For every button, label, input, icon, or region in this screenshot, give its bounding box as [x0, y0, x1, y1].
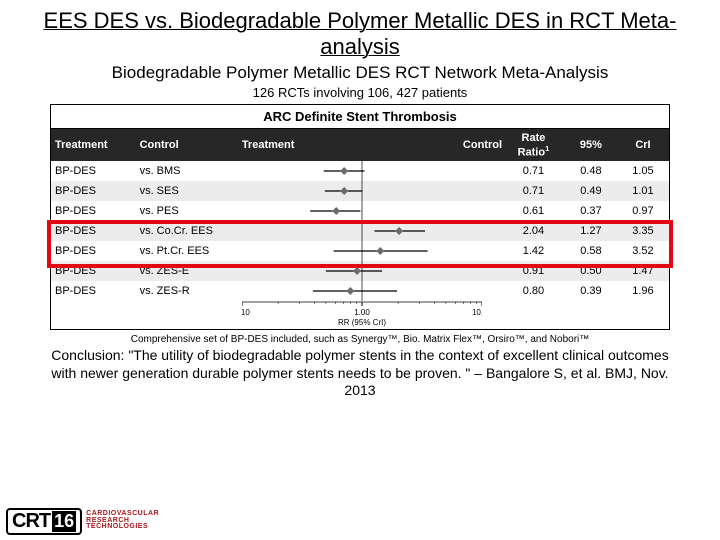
- col-plot: Treatment Control: [242, 129, 502, 162]
- col-ratio: Rate Ratio1: [502, 129, 565, 162]
- cell-plot: [242, 221, 502, 241]
- cell-ratio: 0.80: [502, 281, 565, 301]
- cell-control: vs. ZES-E: [136, 261, 242, 281]
- cell-ratio: 0.71: [502, 161, 565, 181]
- svg-text:RR (95% CrI): RR (95% CrI): [338, 318, 386, 327]
- forest-plot-container: ARC Definite Stent Thrombosis Treatment …: [50, 104, 670, 331]
- plot-left-label: Treatment: [242, 139, 295, 151]
- cell-lo: 0.37: [565, 201, 617, 221]
- cell-treatment: BP-DES: [51, 241, 136, 261]
- svg-text:0.10: 0.10: [242, 308, 250, 317]
- col-treatment: Treatment: [51, 129, 136, 162]
- cell-treatment: BP-DES: [51, 181, 136, 201]
- footer: CRT 16 CARDIOVASCULARRESEARCHTECHNOLOGIE…: [0, 502, 720, 540]
- cell-hi: 0.97: [617, 201, 669, 221]
- cell-control: vs. PES: [136, 201, 242, 221]
- slide-subtitle: Biodegradable Polymer Metallic DES RCT N…: [30, 63, 690, 83]
- col-cri: CrI: [617, 129, 669, 162]
- axis-row: 0.10 1.00 10.00 RR (95% CrI): [51, 301, 669, 329]
- slide-title: EES DES vs. Biodegradable Polymer Metall…: [30, 8, 690, 61]
- forest-table: Treatment Control Treatment Control Rate…: [51, 129, 669, 330]
- table-row: BP-DESvs. PES 0.610.370.97: [51, 201, 669, 221]
- cell-hi: 3.52: [617, 241, 669, 261]
- logo-tagline: CARDIOVASCULARRESEARCHTECHNOLOGIES: [86, 511, 159, 531]
- cell-plot: [242, 281, 502, 301]
- cell-treatment: BP-DES: [51, 161, 136, 181]
- cell-ratio: 0.61: [502, 201, 565, 221]
- cell-control: vs. Co.Cr. EES: [136, 221, 242, 241]
- table-row: BP-DESvs. ZES-E 0.910.501.47: [51, 261, 669, 281]
- cell-plot: [242, 201, 502, 221]
- svg-text:10.00: 10.00: [472, 308, 482, 317]
- cell-hi: 1.47: [617, 261, 669, 281]
- table-row: BP-DESvs. BMS 0.710.481.05: [51, 161, 669, 181]
- cell-lo: 0.49: [565, 181, 617, 201]
- cell-hi: 1.01: [617, 181, 669, 201]
- table-row: BP-DESvs. ZES-R 0.800.391.96: [51, 281, 669, 301]
- cell-plot: [242, 161, 502, 181]
- cell-hi: 1.96: [617, 281, 669, 301]
- cell-hi: 1.05: [617, 161, 669, 181]
- cell-lo: 1.27: [565, 221, 617, 241]
- footnote: Comprehensive set of BP-DES included, su…: [30, 334, 690, 345]
- cell-ratio: 0.71: [502, 181, 565, 201]
- slide-subtitle2: 126 RCTs involving 106, 427 patients: [30, 85, 690, 100]
- logo-year: 16: [52, 511, 76, 532]
- crt-logo: CRT 16 CARDIOVASCULARRESEARCHTECHNOLOGIE…: [6, 506, 159, 536]
- table-row: BP-DESvs. SES 0.710.491.01: [51, 181, 669, 201]
- cell-lo: 0.48: [565, 161, 617, 181]
- col-95: 95%: [565, 129, 617, 162]
- cell-ratio: 0.91: [502, 261, 565, 281]
- cell-plot: [242, 181, 502, 201]
- plot-right-label: Control: [463, 139, 502, 151]
- chart-header: ARC Definite Stent Thrombosis: [51, 105, 669, 129]
- cell-control: vs. ZES-R: [136, 281, 242, 301]
- cell-treatment: BP-DES: [51, 261, 136, 281]
- cell-treatment: BP-DES: [51, 201, 136, 221]
- table-row: BP-DESvs. Pt.Cr. EES 1.420.583.52: [51, 241, 669, 261]
- logo-brand: CRT: [12, 510, 50, 533]
- cell-plot: [242, 261, 502, 281]
- col-control: Control: [136, 129, 242, 162]
- cell-lo: 0.50: [565, 261, 617, 281]
- svg-text:1.00: 1.00: [354, 308, 370, 317]
- cell-control: vs. BMS: [136, 161, 242, 181]
- cell-lo: 0.39: [565, 281, 617, 301]
- table-row: BP-DESvs. Co.Cr. EES 2.041.273.35: [51, 221, 669, 241]
- cell-control: vs. SES: [136, 181, 242, 201]
- cell-ratio: 2.04: [502, 221, 565, 241]
- conclusion: Conclusion: "The utility of biodegradabl…: [40, 347, 680, 400]
- cell-ratio: 1.42: [502, 241, 565, 261]
- cell-control: vs. Pt.Cr. EES: [136, 241, 242, 261]
- cell-treatment: BP-DES: [51, 281, 136, 301]
- cell-lo: 0.58: [565, 241, 617, 261]
- cell-treatment: BP-DES: [51, 221, 136, 241]
- cell-hi: 3.35: [617, 221, 669, 241]
- cell-plot: [242, 241, 502, 261]
